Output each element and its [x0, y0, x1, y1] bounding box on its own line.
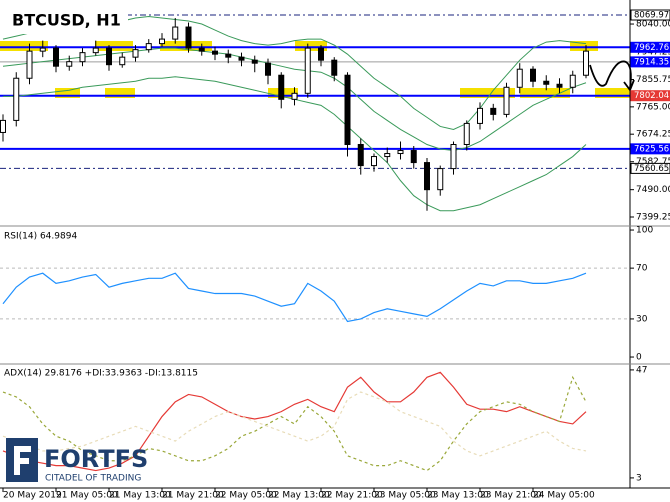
- logo-icon: [14, 446, 31, 475]
- series-line: [2, 371, 587, 472]
- candle-body: [13, 77, 20, 121]
- x-tick-label: 20 May 2019: [3, 491, 62, 501]
- candle-body: [238, 56, 245, 61]
- candle-body: [463, 122, 470, 145]
- x-tick-label: 22 May 05:00: [215, 491, 277, 501]
- candle-body: [0, 119, 6, 133]
- candle-body: [159, 38, 165, 45]
- level-label: 8069.97: [634, 11, 669, 21]
- candle-body: [79, 52, 86, 63]
- candle-body: [331, 59, 338, 76]
- y-tick-label: 3: [636, 473, 642, 483]
- candle-body: [318, 47, 324, 61]
- candle-body: [185, 26, 192, 49]
- series-line: [2, 272, 587, 323]
- level-label: 7802.04: [634, 91, 669, 101]
- level-label-bg: [630, 56, 670, 68]
- y-tick-label: 100: [636, 226, 653, 236]
- y-tick-label: 7855.75: [636, 75, 670, 85]
- panel-title: RSI(14) 64.9894: [4, 232, 77, 242]
- candle-body: [53, 47, 59, 67]
- candle-body: [410, 150, 417, 164]
- x-tick-label: 21 May 21:00: [162, 491, 224, 501]
- logo: FORTFS CITADEL OF TRADING: [6, 438, 148, 484]
- candle-body: [225, 53, 232, 58]
- level-label-bg: [630, 143, 670, 155]
- candle-body: [490, 107, 497, 115]
- band-line: [2, 47, 587, 152]
- candle-body: [119, 56, 126, 66]
- level-label-bg: [630, 162, 670, 174]
- level-label: 7625.56: [634, 144, 669, 154]
- candle-body: [371, 156, 377, 167]
- candle-body: [569, 74, 576, 88]
- candle-body: [198, 47, 205, 52]
- candle-body: [172, 26, 179, 40]
- x-tick-label: 23 May 21:00: [480, 491, 542, 501]
- candle-body: [397, 150, 404, 155]
- y-tick-label: 7399.25: [636, 213, 670, 223]
- y-tick-label: 47: [636, 365, 647, 375]
- candle-body: [291, 92, 298, 100]
- candle-body: [530, 68, 536, 82]
- candle-body: [344, 74, 351, 145]
- candle-body: [212, 50, 218, 55]
- plot: [0, 14, 630, 472]
- candle-body: [357, 143, 364, 167]
- level-label: 7560.65: [634, 164, 669, 174]
- candle-body: [503, 86, 510, 115]
- candle-body: [424, 162, 430, 191]
- candle-body: [132, 49, 139, 58]
- y-tick-label: 0: [636, 353, 642, 363]
- candle-body: [145, 43, 152, 51]
- candle-body: [516, 68, 523, 88]
- candle-body: [556, 83, 563, 88]
- candle-body: [26, 50, 33, 79]
- x-tick-label: 22 May 13:00: [268, 491, 330, 501]
- y-tick-label: 7582.75: [636, 157, 670, 167]
- candle-body: [66, 61, 73, 67]
- logo-tagline: CITADEL OF TRADING: [45, 474, 141, 484]
- candle-body: [265, 62, 271, 76]
- chart-title: BTCUSD, H1: [12, 11, 121, 30]
- candle-body: [450, 143, 457, 170]
- y-tick-label: 7765.00: [636, 102, 670, 112]
- title-bg: [0, 6, 128, 34]
- y-tick-label: 7674.25: [636, 130, 670, 140]
- level-label: 7962.76: [634, 43, 669, 53]
- y-tick-label: 30: [636, 314, 648, 324]
- candle-body: [304, 47, 311, 94]
- candle-body: [437, 168, 444, 191]
- x-tick-label: 23 May 05:00: [374, 491, 436, 501]
- x-tick-label: 24 May 05:00: [533, 491, 595, 501]
- panel-title: ADX(14) 29.8176 +DI:33.9363 -DI:13.8115: [4, 369, 198, 379]
- y-tick-label: 70: [636, 264, 648, 274]
- y-tick-label: 8040.00: [636, 20, 670, 30]
- level-label-bg: [630, 9, 670, 21]
- series-line: [2, 391, 587, 457]
- candle-body: [583, 50, 589, 76]
- level-label: 7914.35: [634, 57, 669, 67]
- candle-body: [384, 153, 391, 158]
- candle-body: [278, 74, 285, 100]
- logo-name: FORTFS: [44, 445, 148, 473]
- candle-body: [543, 80, 550, 85]
- candle-body: [92, 47, 99, 54]
- x-tick-label: 21 May 13:00: [109, 491, 171, 501]
- candle-body: [39, 47, 46, 52]
- y-tick-label: 7490.00: [636, 185, 670, 195]
- candle-body: [106, 47, 112, 66]
- x-tick-label: 21 May 05:00: [56, 491, 118, 501]
- level-label-bg: [630, 90, 670, 102]
- candle-body: [477, 107, 483, 124]
- level-label-bg: [630, 41, 670, 53]
- x-tick-label: 22 May 21:00: [321, 491, 383, 501]
- candle-body: [251, 59, 258, 64]
- x-tick-label: 23 May 13:00: [427, 491, 489, 501]
